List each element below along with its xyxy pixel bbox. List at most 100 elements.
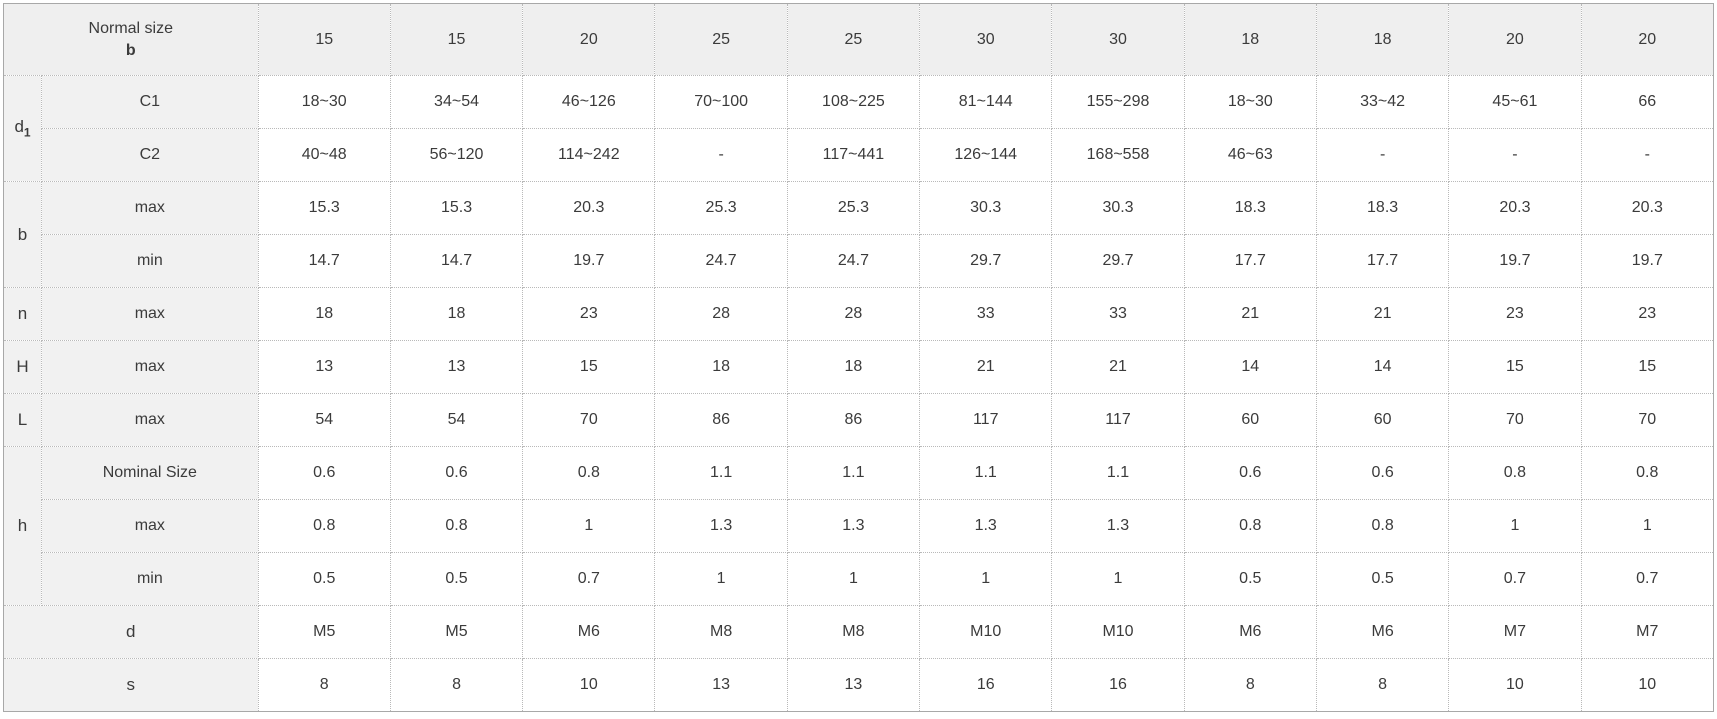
table-cell: 33 [919, 287, 1053, 341]
table-cell: 18 [654, 340, 788, 394]
table-row: s 8 8 10 13 13 16 16 8 8 10 10 [3, 658, 1715, 712]
table-header: Normal size b 15 15 20 25 25 30 30 18 18 20 20 [3, 3, 1715, 76]
corner-header: Normal size b [3, 3, 259, 76]
table-cell: 86 [654, 393, 788, 447]
table-cell: 1 [654, 552, 788, 606]
table-cell: M5 [257, 605, 391, 659]
column-header: 25 [654, 3, 788, 76]
table-row: C2 40~48 56~120 114~242-117~441 126~144 168~5… [4, 128, 1715, 182]
row-group-label-text: s [126, 675, 136, 694]
table-cell: 16 [919, 658, 1053, 712]
table-cell: 20.3 [1448, 181, 1582, 235]
table-cell: 0.8 [389, 499, 524, 553]
table-cell: 45~61 [1448, 75, 1582, 129]
table-cell: 114~242 [522, 128, 656, 182]
table-cell: 18.3 [1183, 181, 1317, 235]
table-cell: 0.8 [257, 499, 391, 553]
table-cell: 1.3 [786, 499, 921, 553]
table-cell: 23 [1448, 287, 1582, 341]
table-cell: 1.3 [654, 499, 788, 553]
table-cell: 15 [1448, 340, 1582, 394]
table-cell: 30.3 [1051, 181, 1185, 235]
table-cell: 34~54 [389, 75, 524, 129]
corner-header-line1: Normal size [88, 19, 174, 37]
row-group-label-text: d [126, 622, 136, 641]
table-cell: 0.7 [522, 552, 656, 606]
table-cell: 15 [522, 340, 656, 394]
table-cell: 20.3 [522, 181, 656, 235]
row-group-label-text: L [17, 410, 28, 429]
table-cell: 19.7 [1448, 234, 1582, 288]
table-cell: 0.5 [389, 552, 524, 606]
table-cell: 0.8 [1580, 446, 1715, 500]
table-cell: 66 [1580, 75, 1715, 129]
column-header: 18 [1315, 3, 1450, 76]
table-row: h Nominal Size 0.6 0.6 0.8 1.1 1.1 1.1 1.1 0.6 0.6… [2, 446, 1715, 606]
column-header: 30 [919, 3, 1053, 76]
table-row: max 0.8 0.8 1 1.3 1.3 1.3 1.3 0.8 0.8 1 1 [4, 499, 1715, 553]
table-cell: 117 [919, 393, 1053, 447]
table-cell: 0.6 [389, 446, 524, 500]
table-cell: 1 [919, 552, 1053, 606]
table-cell: 8 [1183, 658, 1317, 712]
row-group-label-text: h [17, 516, 28, 535]
table-cell: 18.3 [1315, 181, 1450, 235]
table-cell: 28 [654, 287, 788, 341]
header-row: Normal size b 15 15 20 25 25 30 30 18 18 20 20 [3, 3, 1715, 76]
row-sub-label: Nominal Size [41, 446, 259, 500]
table-cell: 54 [257, 393, 391, 447]
row-group-label-subscript: 1 [23, 125, 31, 140]
row-sub-label: C1 [41, 75, 259, 129]
row-sub-label: min [41, 234, 259, 288]
table-cell: 0.5 [1183, 552, 1317, 606]
table-cell: M7 [1448, 605, 1582, 659]
table-cell: 13 [389, 340, 524, 394]
table-cell: M6 [522, 605, 656, 659]
row-sub-label: max [41, 340, 259, 394]
table-cell: 24.7 [654, 234, 788, 288]
column-header: 15 [257, 3, 391, 76]
table-cell: 0.8 [1183, 499, 1317, 553]
table-cell: 13 [257, 340, 391, 394]
table-row: b max 15.3 15.3 20.3 25.3 25.3 30.3 30.3 18.3 18.3… [2, 181, 1715, 288]
table-cell: 70 [1448, 393, 1582, 447]
row-sub-label: C2 [41, 128, 259, 182]
table-cell: 0.6 [1315, 446, 1450, 500]
table-cell: M7 [1580, 605, 1715, 659]
column-header: 20 [1448, 3, 1582, 76]
table-row: d M5 M5 M6 M8 M8 M10 M10 M6 M6 M7 M7 [3, 605, 1715, 659]
row-group-label: n [2, 287, 43, 341]
table-cell: 10 [1580, 658, 1715, 712]
table-cell: 1 [1448, 499, 1582, 553]
row-group-label: h [2, 446, 43, 606]
row-sub-label: max [41, 181, 259, 235]
table-row: d1 C1 18~30 34~54 46~126 70~100 108~225 81~144 1… [2, 75, 1715, 182]
table-cell: 18~30 [1183, 75, 1317, 129]
table-cell: 1 [1580, 499, 1715, 553]
column-header: 30 [1051, 3, 1185, 76]
table-cell: 14 [1315, 340, 1450, 394]
table-cell: 1 [522, 499, 656, 553]
table-cell: 17.7 [1183, 234, 1317, 288]
table-cell: 70 [1580, 393, 1715, 447]
row-sub-label: max [41, 393, 259, 447]
table-cell: 14.7 [389, 234, 524, 288]
table-cell: 29.7 [1051, 234, 1185, 288]
table-cell: M10 [1051, 605, 1185, 659]
table-cell: 15.3 [389, 181, 524, 235]
table-cell: M10 [919, 605, 1053, 659]
table-cell: - [1580, 128, 1715, 182]
table-row: n max 18 18 23 28 28 33 33 21 21 23 23 [2, 287, 1715, 341]
table-cell: 46~126 [522, 75, 656, 129]
table-cell: 81~144 [919, 75, 1053, 129]
row-sub-label: min [41, 552, 259, 606]
table-cell: 28 [786, 287, 921, 341]
table-cell: 8 [1315, 658, 1450, 712]
row-group-label-text: d [14, 117, 24, 137]
table-cell: 60 [1183, 393, 1317, 447]
table-cell: 56~120 [389, 128, 524, 182]
row-sub-label: max [41, 287, 259, 341]
table-cell: 0.8 [522, 446, 656, 500]
